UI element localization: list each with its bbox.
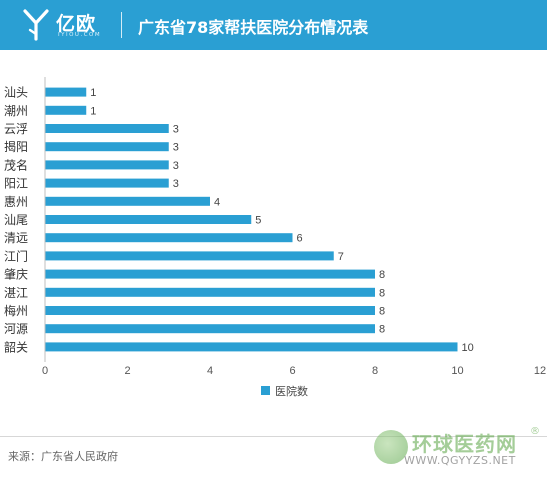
category-label: 韶关: [4, 339, 28, 354]
category-label: 梅州: [4, 303, 28, 318]
logo-text: 亿欧: [56, 13, 97, 35]
x-tick-label: 12: [534, 365, 546, 377]
bar-value-label: 8: [379, 324, 385, 336]
bar: [45, 215, 252, 224]
bar-value-label: 8: [379, 269, 385, 281]
bar: [45, 178, 169, 188]
logo-subtext: IYIOU.COM: [58, 32, 102, 38]
chart-legend: 医院数: [261, 384, 308, 398]
bar: [45, 105, 87, 115]
watermark: 环球医药网 ® WWW.QGYYZS.NET: [374, 426, 547, 480]
bar: [45, 87, 87, 97]
bar: [45, 306, 375, 315]
x-tick-label: 10: [451, 365, 463, 377]
bar-value-label: 7: [338, 251, 344, 263]
bar-value-label: 3: [173, 178, 179, 190]
value-labels: 1 1 3 3 3 3 4 5 6 7 8 8 8 8 10: [90, 87, 474, 354]
category-label: 惠州: [4, 195, 28, 209]
watermark-title: 环球医药网: [412, 432, 517, 456]
bar: [45, 124, 169, 133]
watermark-globe-icon: [374, 430, 408, 464]
bar: [45, 196, 210, 206]
bar-value-label: 8: [379, 306, 385, 318]
category-label: 湛江: [4, 286, 28, 300]
bar: [45, 287, 375, 297]
header-divider: [121, 12, 122, 38]
bar-value-label: 3: [173, 160, 179, 172]
category-label: 潮州: [4, 103, 28, 118]
x-axis-tick-labels: 0 2 4 6 8 10 12: [42, 365, 546, 377]
bar-value-label: 6: [297, 233, 303, 245]
legend-swatch: [261, 386, 270, 395]
category-label: 河源: [4, 322, 28, 336]
x-tick-label: 4: [207, 365, 213, 377]
bar-value-label: 10: [462, 342, 474, 354]
x-tick-label: 6: [289, 365, 295, 377]
category-label: 汕头: [4, 86, 28, 100]
source-note: 来源：广东省人民政府: [8, 450, 118, 463]
x-tick-label: 8: [372, 365, 378, 377]
bar-value-label: 5: [255, 215, 261, 227]
category-label: 揭阳: [4, 139, 28, 154]
category-label: 清远: [4, 231, 28, 245]
x-tick-label: 0: [42, 365, 48, 377]
bar: [45, 342, 458, 352]
category-label: 肇庆: [4, 267, 28, 282]
brand-logo[interactable]: 亿欧 IYIOU.COM: [22, 8, 112, 42]
bar-value-label: 3: [173, 124, 179, 136]
bar-value-label: 1: [90, 105, 96, 117]
category-label: 茂名: [4, 157, 28, 172]
watermark-url: WWW.QGYYZS.NET: [404, 454, 516, 467]
category-label: 云浮: [4, 122, 28, 136]
page-title: 广东省78家帮扶医院分布情况表: [138, 18, 369, 37]
x-tick-label: 2: [124, 365, 130, 377]
footer-divider: [0, 436, 547, 437]
bar: [45, 233, 293, 243]
bar: [45, 251, 334, 261]
bar: [45, 324, 375, 334]
bar-value-label: 8: [379, 287, 385, 299]
legend-label: 医院数: [275, 384, 308, 398]
bar-series: [45, 87, 458, 352]
logo-mark-icon: [23, 9, 49, 41]
bar: [45, 269, 375, 279]
category-label: 阳江: [4, 177, 28, 191]
bar-value-label: 1: [90, 87, 96, 99]
bar: [45, 160, 169, 170]
bar-value-label: 4: [214, 196, 220, 208]
category-label: 江门: [4, 248, 28, 263]
bar-value-label: 3: [173, 142, 179, 154]
bar: [45, 142, 169, 152]
category-label: 汕尾: [4, 213, 28, 227]
watermark-registered-mark: ®: [530, 426, 540, 437]
header-bar: 亿欧 IYIOU.COM 广东省78家帮扶医院分布情况表: [0, 0, 547, 50]
